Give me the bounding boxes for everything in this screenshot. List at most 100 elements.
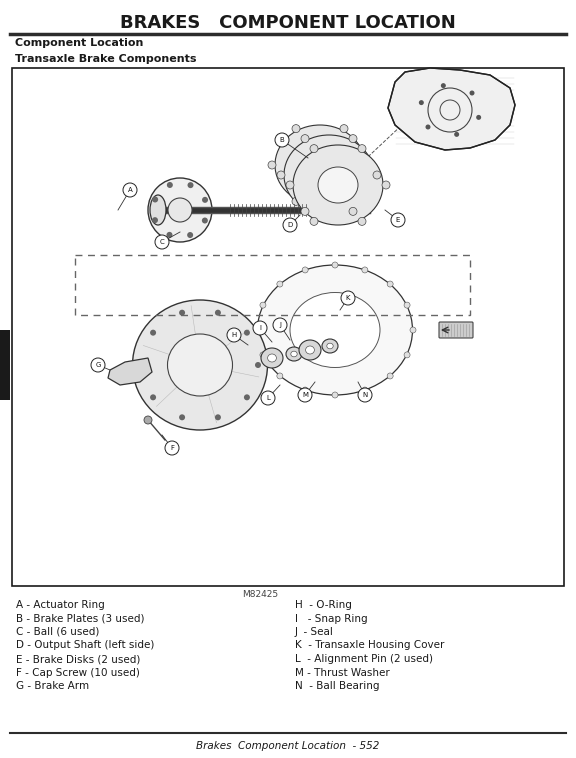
Text: G - Brake Arm: G - Brake Arm [16,681,89,691]
Circle shape [340,197,348,205]
Circle shape [404,352,410,358]
Text: K  - Transaxle Housing Cover: K - Transaxle Housing Cover [295,641,444,650]
Ellipse shape [150,195,166,225]
Circle shape [260,352,266,358]
Ellipse shape [268,354,276,362]
Circle shape [441,83,446,88]
Ellipse shape [284,135,374,215]
Text: Brakes  Component Location  - 552: Brakes Component Location - 552 [196,741,380,751]
Ellipse shape [132,300,267,430]
Circle shape [302,387,308,393]
Circle shape [277,373,283,379]
Ellipse shape [318,167,358,203]
Circle shape [187,232,193,238]
Circle shape [150,394,156,400]
Circle shape [469,90,475,96]
Text: H  - O-Ring: H - O-Ring [295,600,352,610]
Text: F - Cap Screw (10 used): F - Cap Screw (10 used) [16,668,140,678]
Bar [12,68,564,586]
Circle shape [298,388,312,402]
Ellipse shape [300,147,340,183]
Circle shape [310,145,318,152]
Circle shape [155,235,169,249]
Circle shape [310,218,318,225]
Ellipse shape [322,339,338,353]
Text: BRAKES   COMPONENT LOCATION: BRAKES COMPONENT LOCATION [120,14,456,32]
Ellipse shape [275,125,365,205]
Circle shape [179,310,185,315]
Circle shape [410,327,416,333]
Circle shape [202,218,208,224]
Circle shape [283,218,297,232]
Circle shape [215,415,221,420]
Circle shape [215,310,221,315]
Circle shape [166,232,172,238]
Text: A: A [128,187,132,193]
Bar [0,330,10,400]
Ellipse shape [299,340,321,360]
Circle shape [349,208,357,215]
Circle shape [123,183,137,197]
Circle shape [139,362,145,368]
Circle shape [152,196,158,202]
Text: I: I [259,325,261,331]
Text: N: N [362,392,367,398]
Circle shape [419,100,424,105]
Text: C: C [160,239,164,245]
Circle shape [277,281,283,287]
Circle shape [340,124,348,133]
Ellipse shape [168,198,192,222]
Circle shape [261,391,275,405]
Text: H: H [232,332,237,338]
Circle shape [227,328,241,342]
Circle shape [476,115,481,120]
Circle shape [202,197,208,203]
FancyBboxPatch shape [439,322,473,338]
Text: D - Output Shaft (left side): D - Output Shaft (left side) [16,641,154,650]
Text: Transaxle Brake Components: Transaxle Brake Components [15,54,196,64]
Text: E - Brake Disks (2 used): E - Brake Disks (2 used) [16,654,141,664]
Circle shape [91,358,105,372]
Circle shape [362,267,368,273]
Circle shape [286,181,294,189]
Text: M: M [302,392,308,398]
Text: N  - Ball Bearing: N - Ball Bearing [295,681,380,691]
Circle shape [244,394,250,400]
Circle shape [167,182,173,188]
Circle shape [275,133,289,147]
Circle shape [332,262,338,268]
Text: M - Thrust Washer: M - Thrust Washer [295,668,390,678]
Circle shape [364,161,372,169]
Text: J  - Seal: J - Seal [295,627,334,637]
Text: J: J [279,322,281,328]
Ellipse shape [168,334,233,396]
Text: A - Actuator Ring: A - Actuator Ring [16,600,105,610]
Text: F: F [170,445,174,451]
Circle shape [277,171,285,179]
Text: G: G [95,362,101,368]
Text: L: L [266,395,270,401]
Circle shape [302,267,308,273]
Ellipse shape [306,346,314,354]
Circle shape [426,124,430,130]
Circle shape [332,392,338,398]
Circle shape [292,197,300,205]
Circle shape [358,218,366,225]
Circle shape [165,441,179,455]
Ellipse shape [291,351,297,357]
Text: Component Location: Component Location [15,38,143,48]
Circle shape [391,213,405,227]
Polygon shape [388,68,515,150]
Text: C - Ball (6 used): C - Ball (6 used) [16,627,100,637]
Ellipse shape [261,348,283,368]
Ellipse shape [327,343,333,349]
Circle shape [268,161,276,169]
Circle shape [179,415,185,420]
Circle shape [301,135,309,143]
Circle shape [301,208,309,215]
Circle shape [358,388,372,402]
Text: M82425: M82425 [242,590,278,599]
Ellipse shape [286,347,302,361]
Ellipse shape [293,145,383,225]
Circle shape [341,291,355,305]
